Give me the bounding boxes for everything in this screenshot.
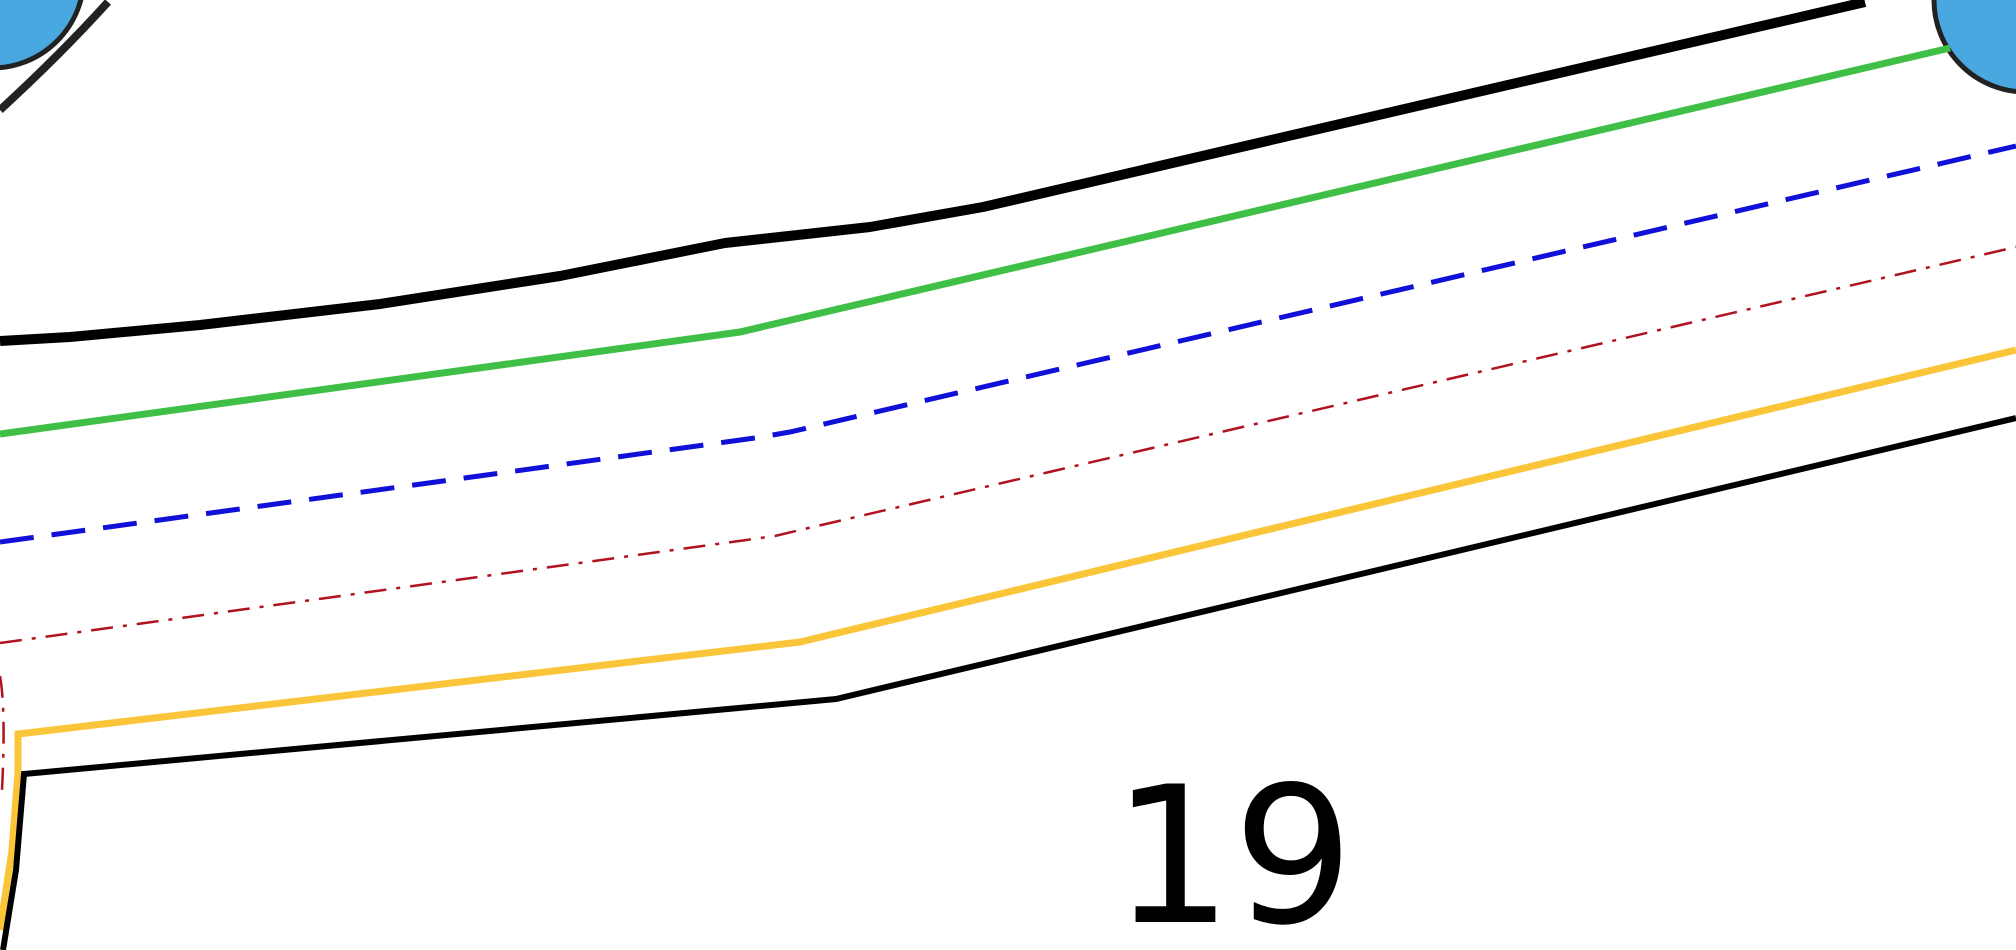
green-line (0, 44, 1951, 438)
red-dashdot-left-curve (0, 675, 5, 791)
blue-dashed-line (0, 143, 2016, 545)
top-boundary-line (0, 0, 1867, 346)
bottom-boundary-line (0, 415, 2016, 950)
red-dashdot-line (0, 245, 2016, 645)
lot-number-label: 19 (1112, 746, 1354, 950)
left-marker-arc (0, 0, 111, 113)
right-marker-circle[interactable] (1931, 0, 2016, 94)
yellow-line (0, 346, 2016, 931)
left-marker-circle[interactable] (0, 0, 84, 71)
